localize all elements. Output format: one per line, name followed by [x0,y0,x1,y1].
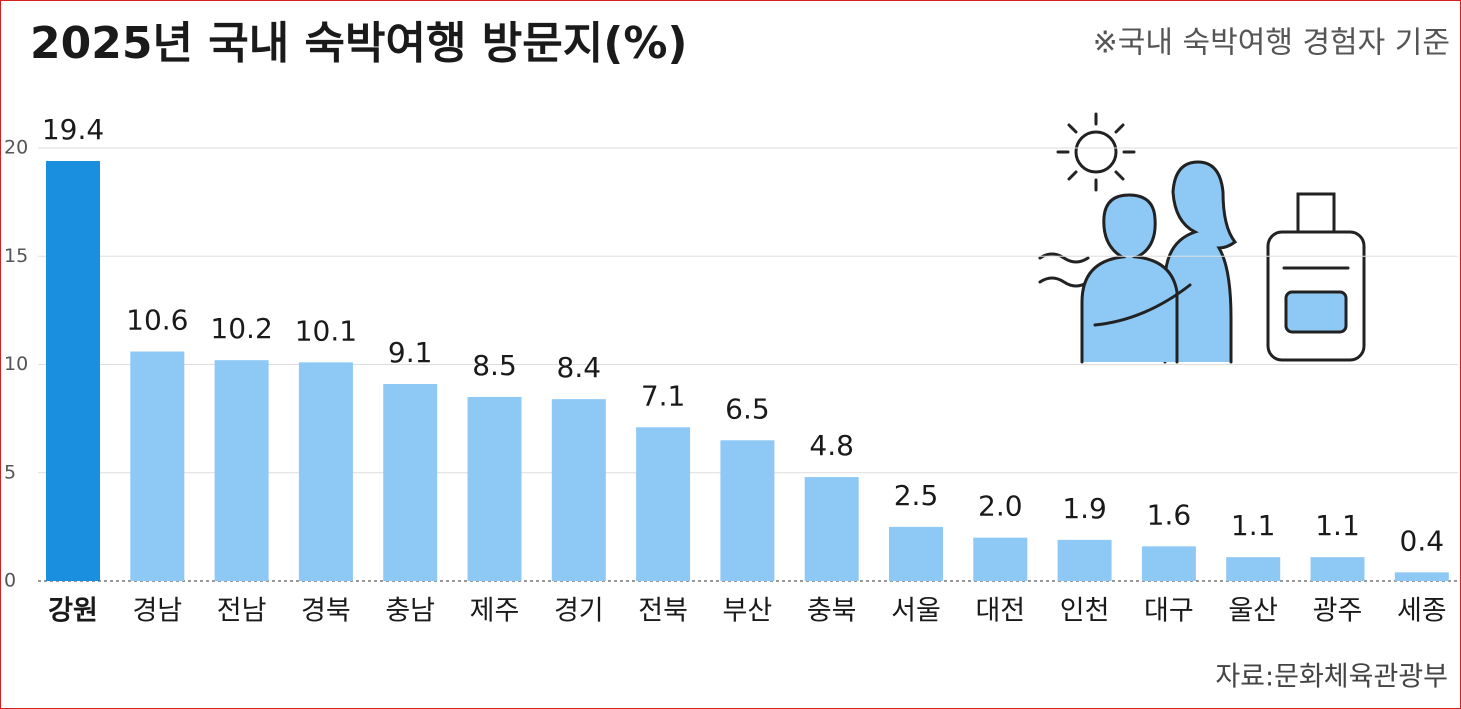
bar [1394,572,1449,581]
bar [467,396,522,581]
x-tick-label: 경기 [554,596,604,627]
x-tick-label: 부산 [723,596,773,627]
value-label: 2.5 [894,479,939,512]
value-label: 8.4 [557,351,602,384]
bar [214,360,269,581]
y-tick-label: 0 [4,570,16,592]
bar [1226,557,1281,581]
value-label: 19.4 [42,113,104,146]
value-label: 1.9 [1062,492,1107,525]
bar [973,537,1028,581]
x-tick-label: 인천 [1060,596,1110,627]
bar [130,351,185,581]
value-label: 1.1 [1315,509,1360,542]
bar [1057,539,1112,581]
x-tick-label: 경북 [301,596,351,627]
y-tick-label: 10 [4,353,28,375]
value-label: 1.6 [1147,498,1192,531]
bar [1141,546,1196,581]
value-label: 2.0 [978,490,1023,523]
bar [298,362,353,581]
x-tick-label: 대구 [1144,596,1194,627]
bar [636,427,691,581]
value-label: 6.5 [725,392,770,425]
chart-subtitle: ※국내 숙박여행 경험자 기준 [1093,26,1450,61]
value-label: 10.2 [210,312,272,345]
value-label: 10.6 [126,304,188,337]
bar [551,399,606,581]
value-label: 4.8 [809,429,854,462]
illustration [1038,112,1366,364]
bar [720,440,775,581]
value-label: 0.4 [1400,524,1445,557]
chart-title: 2025년 국내 숙박여행 방문지(%) [30,18,688,69]
x-tick-label: 충남 [385,596,435,627]
x-tick-label: 대전 [975,596,1025,627]
x-tick-label: 경남 [132,596,182,627]
x-tick-label: 제주 [470,596,520,627]
x-tick-label: 전북 [638,596,688,627]
bar [889,526,943,581]
bar [1310,557,1365,581]
value-label: 7.1 [641,379,686,412]
source: 자료:문화체육관광부 [1215,662,1448,693]
value-label: 10.1 [295,314,357,347]
y-tick-label: 5 [4,461,16,483]
value-label: 8.5 [472,349,517,382]
x-tick-label: 세종 [1397,596,1447,627]
value-label: 1.1 [1231,509,1276,542]
x-tick-label: 충북 [807,596,857,627]
y-tick-label: 15 [4,245,28,267]
value-label: 9.1 [388,336,433,369]
bar [46,160,100,582]
x-tick-label: 전남 [217,596,267,627]
x-tick-label: 강원 [48,596,98,627]
bar [804,477,859,581]
x-tick-label: 서울 [891,596,941,627]
bar [383,383,438,581]
x-tick-label: 울산 [1228,596,1278,627]
y-tick-label: 20 [4,137,28,159]
x-tick-label: 광주 [1313,596,1363,627]
